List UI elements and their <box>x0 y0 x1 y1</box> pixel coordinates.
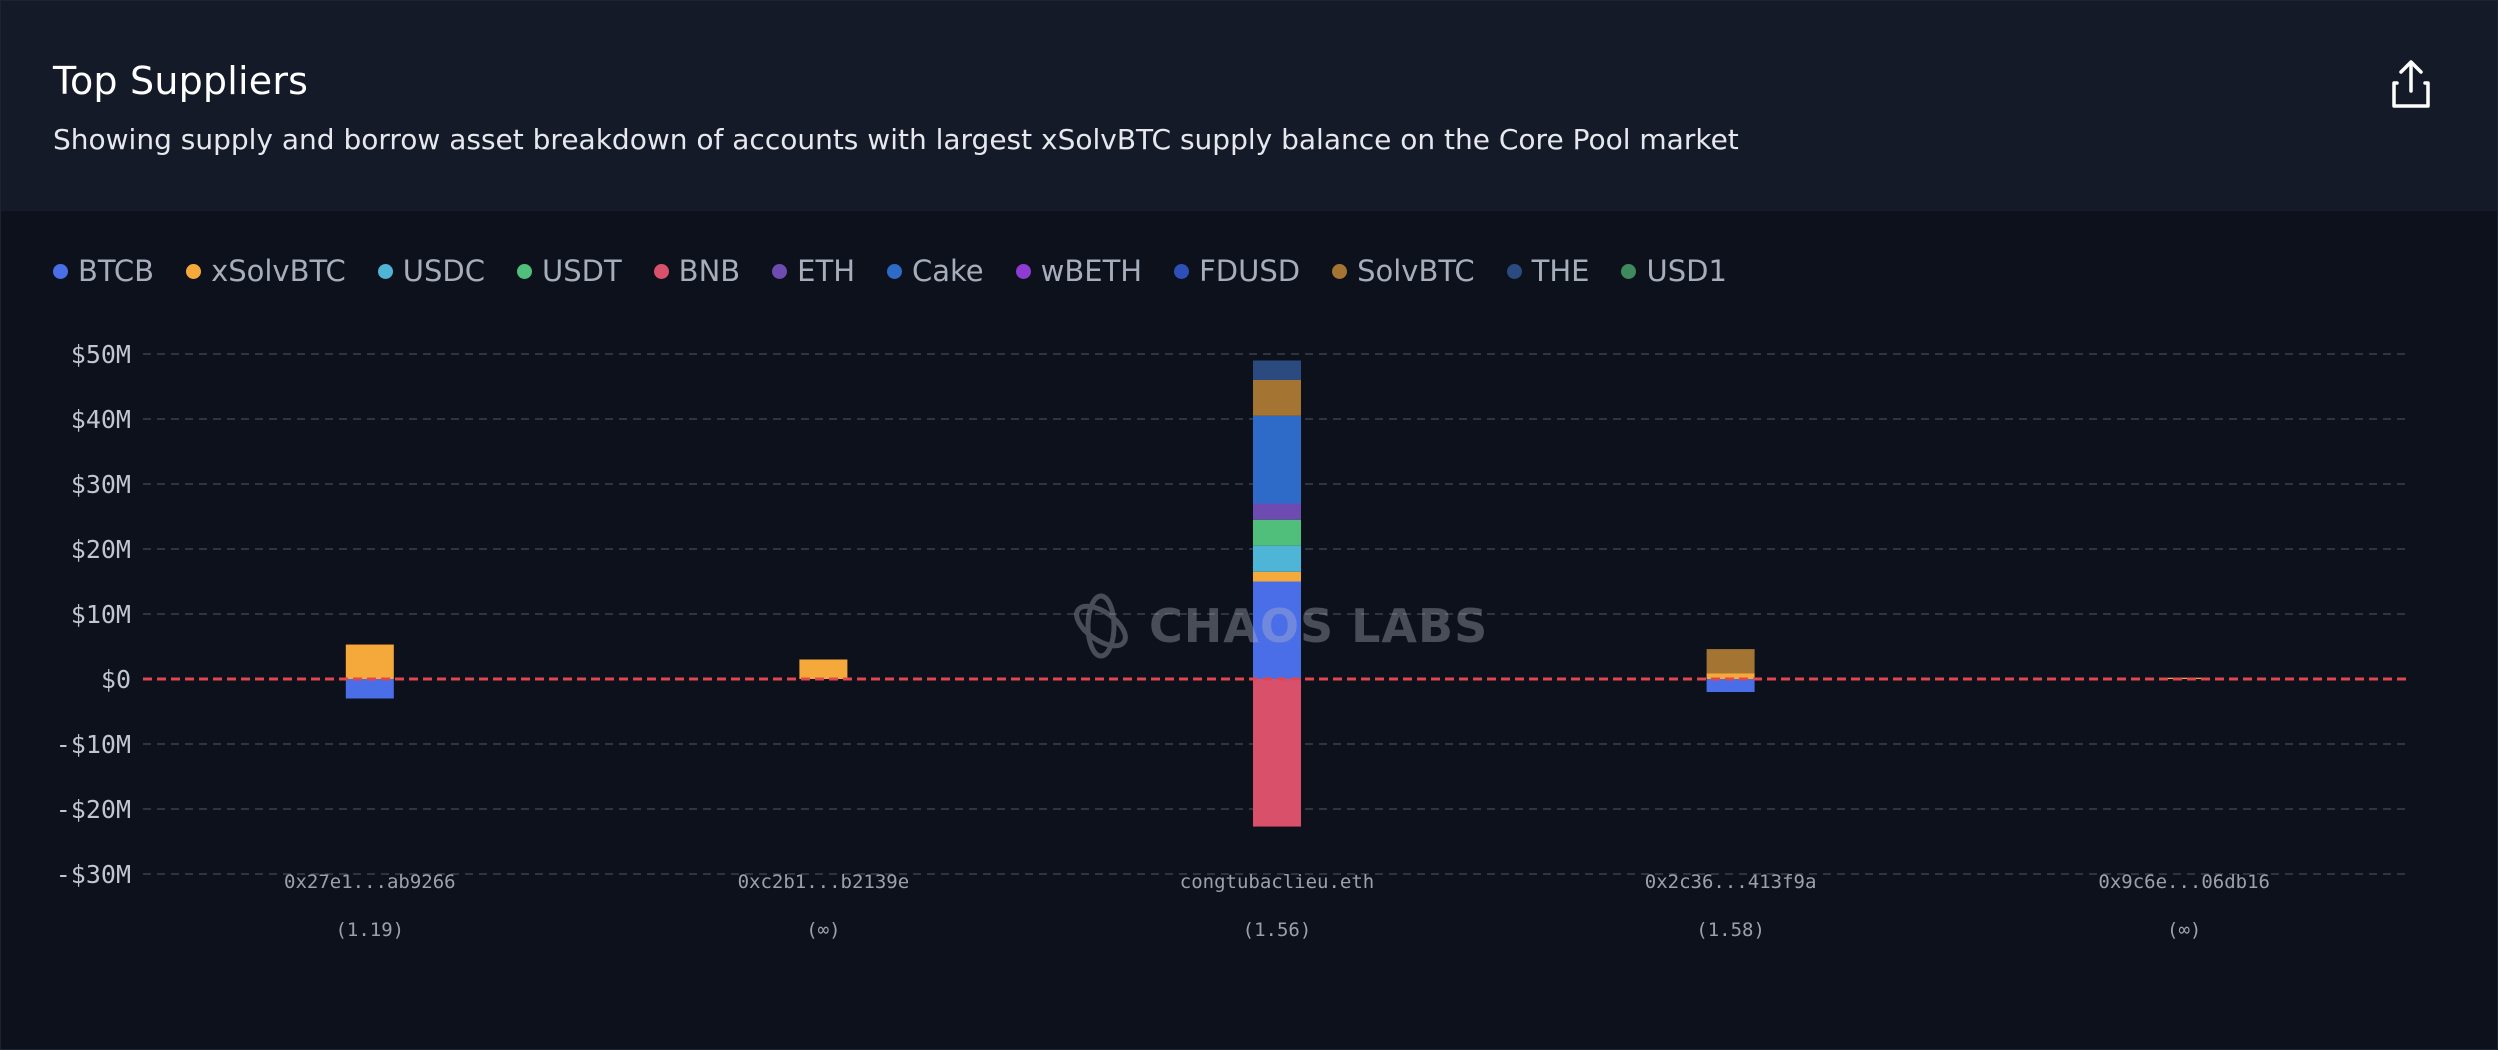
legend-label: USDC <box>402 254 485 288</box>
y-tick-label: $50M <box>71 340 131 369</box>
bar-segment-usdt <box>1253 519 1301 546</box>
legend-item-usd1[interactable]: USD1 <box>1621 254 1727 288</box>
card-subtitle: Showing supply and borrow asset breakdow… <box>53 123 1739 156</box>
legend-dot <box>653 263 669 279</box>
chart-legend: BTCB xSolvBTC USDC USDT BNB ETH Cake wBETH FDUSD… <box>53 251 1759 291</box>
bar-segment-the <box>1253 360 1301 380</box>
legend-item-cake[interactable]: Cake <box>887 254 984 288</box>
export-button[interactable] <box>2389 59 2433 111</box>
x-tick-sublabel: (∞) <box>806 919 840 941</box>
y-tick-label: $20M <box>71 535 131 564</box>
bar-segment-solvbtc <box>1253 380 1301 416</box>
legend-item-btcb[interactable]: BTCB <box>53 254 154 288</box>
bar-segment-xsolvbtc <box>799 659 848 679</box>
y-tick-label: -$20M <box>56 795 131 824</box>
x-tick-label: 0xc2b1...b2139e <box>738 871 910 893</box>
legend-label: wBETH <box>1040 254 1143 288</box>
x-tick-label: 0x2c36...413f9a <box>1645 871 1817 893</box>
legend-item-usdc[interactable]: USDC <box>377 254 485 288</box>
x-tick-sublabel: (1.19) <box>335 919 404 941</box>
bar-segment-bnb <box>1253 679 1301 827</box>
legend-label: SolvBTC <box>1357 254 1475 288</box>
legend-item-wbeth[interactable]: wBETH <box>1015 254 1143 288</box>
legend-item-eth[interactable]: ETH <box>772 254 855 288</box>
legend-item-usdt[interactable]: USDT <box>516 254 622 288</box>
legend-label: Cake <box>912 254 984 288</box>
card-title: Top Suppliers <box>53 59 309 103</box>
legend-dot <box>1506 263 1522 279</box>
x-tick-label: 0x27e1...ab9266 <box>284 871 456 893</box>
legend-dot <box>1332 263 1348 279</box>
legend-label: BNB <box>678 254 741 288</box>
legend-dot <box>1174 263 1190 279</box>
legend-item-xsolvbtc[interactable]: xSolvBTC <box>186 254 346 288</box>
legend-dot <box>772 263 788 279</box>
legend-dot <box>377 263 393 279</box>
stacked-bar-chart: $50M $40M $30M $20M $10M $0 -$10M -$20M -$30M 0x2… <box>56 340 2411 941</box>
legend-dot <box>186 263 202 279</box>
legend-dot <box>1621 263 1637 279</box>
legend-label: xSolvBTC <box>211 254 346 288</box>
legend-label: BTCB <box>78 254 155 288</box>
legend-label: FDUSD <box>1199 254 1301 288</box>
bar-segment-eth <box>1253 503 1301 520</box>
x-tick-sublabel: (1.58) <box>1696 919 1765 941</box>
share-icon <box>2392 60 2430 108</box>
legend-dot <box>516 263 532 279</box>
bar-segment-xsolvbtc <box>1706 673 1755 679</box>
legend-item-bnb[interactable]: BNB <box>653 254 741 288</box>
bar-segment-btcb <box>1706 679 1755 692</box>
legend-label: USDT <box>541 254 622 288</box>
y-tick-label: $0 <box>101 665 131 694</box>
y-tick-label: -$10M <box>56 730 131 759</box>
bar-segment-btcb <box>1253 581 1301 679</box>
y-tick-label: $30M <box>71 470 131 499</box>
legend-item-solvbtc[interactable]: SolvBTC <box>1332 254 1475 288</box>
bar-segment-solvbtc <box>1706 649 1755 674</box>
legend-label: ETH <box>797 254 856 288</box>
x-tick-sublabel: (∞) <box>2167 919 2201 941</box>
legend-dot <box>1015 263 1031 279</box>
bar-segment-xsolvbtc <box>1253 571 1301 582</box>
bar-segment-xsolvbtc <box>345 644 394 679</box>
bar-segment-cake <box>1253 415 1301 504</box>
x-tick-label: 0x9c6e...06db16 <box>2098 871 2270 893</box>
bar-segment-usdc <box>1253 545 1301 572</box>
bar-segment-btcb <box>345 679 394 699</box>
legend-item-fdusd[interactable]: FDUSD <box>1174 254 1300 288</box>
legend-dot <box>53 263 68 279</box>
bar-segment-xsolvbtc <box>2160 677 2209 679</box>
card-header: Top Suppliers Showing supply and borrow … <box>1 1 2497 211</box>
y-tick-label: $10M <box>71 600 131 629</box>
x-tick-label: congtubaclieu.eth <box>1180 871 1374 893</box>
legend-dot <box>887 263 903 279</box>
legend-item-the[interactable]: THE <box>1506 254 1590 288</box>
y-tick-label: $40M <box>71 405 131 434</box>
y-tick-label: -$30M <box>56 860 131 889</box>
legend-label: USD1 <box>1646 254 1727 288</box>
x-tick-sublabel: (1.56) <box>1243 919 1312 941</box>
legend-label: THE <box>1531 254 1590 288</box>
